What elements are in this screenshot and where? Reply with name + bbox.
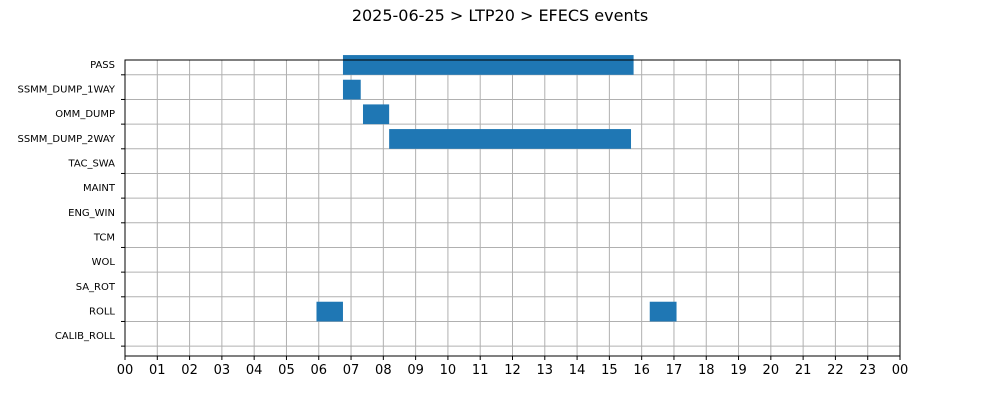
y-tick-label: ENG_WIN (68, 208, 115, 219)
x-tick-label: 20 (763, 363, 780, 378)
x-tick-label: 23 (859, 363, 876, 378)
x-tick-label: 00 (892, 363, 909, 378)
x-tick-label: 06 (310, 363, 327, 378)
x-tick-label: 10 (440, 363, 457, 378)
chart-title: 2025-06-25 > LTP20 > EFECS events (351, 6, 649, 25)
event-bar-roll (316, 301, 343, 322)
x-tick-label: 16 (633, 363, 650, 378)
x-tick-label: 21 (795, 363, 812, 378)
x-tick-label: 01 (149, 363, 166, 378)
x-tick-label: 04 (246, 363, 263, 378)
y-tick-label: ROLL (89, 306, 115, 317)
grid (124, 60, 901, 356)
x-tick-label: 13 (537, 363, 554, 378)
y-tick-label: SA_ROT (76, 282, 116, 293)
x-tick-label: 15 (601, 363, 618, 378)
event-bar-ssmm-dump-1way (342, 79, 361, 100)
x-tick-label: 08 (375, 363, 392, 378)
x-tick-label: 17 (666, 363, 683, 378)
event-bar-omm-dump (362, 104, 390, 125)
y-tick-label: SSMM_DUMP_2WAY (17, 134, 115, 145)
x-tick-label: 19 (730, 363, 747, 378)
x-axis-labels: 00 01 02 03 04 05 06 07 08 09 10 11 12 13 14 15 16 17 18 19… (117, 363, 909, 378)
x-tick-label: 02 (181, 363, 198, 378)
event-bar-roll (649, 301, 677, 322)
y-tick-label: MAINT (83, 183, 116, 194)
y-tick-label: TAC_SWA (67, 158, 115, 169)
event-bar-pass (342, 55, 634, 75)
y-tick-label: WOL (92, 257, 116, 268)
axes (121, 59, 901, 360)
x-tick-label: 07 (343, 363, 360, 378)
x-tick-label: 03 (214, 363, 231, 378)
y-tick-label: PASS (90, 60, 115, 71)
x-tick-label: 12 (504, 363, 521, 378)
y-tick-label: OMM_DUMP (55, 109, 115, 120)
y-tick-label: CALIB_ROLL (55, 331, 116, 342)
y-tick-label: SSMM_DUMP_1WAY (17, 84, 115, 95)
event-bars (316, 55, 677, 322)
x-tick-label: 14 (569, 363, 586, 378)
x-tick-label: 11 (472, 363, 489, 378)
x-tick-label: 00 (117, 363, 134, 378)
y-tick-label: TCM (93, 232, 115, 243)
x-tick-label: 18 (698, 363, 715, 378)
x-tick-label: 22 (827, 363, 844, 378)
event-bar-ssmm-dump-2way (389, 129, 632, 149)
x-tick-label: 05 (278, 363, 295, 378)
x-tick-label: 09 (407, 363, 424, 378)
y-axis-labels: PASS SSMM_DUMP_1WAY OMM_DUMP SSMM_DUMP_2WAY… (17, 60, 115, 342)
